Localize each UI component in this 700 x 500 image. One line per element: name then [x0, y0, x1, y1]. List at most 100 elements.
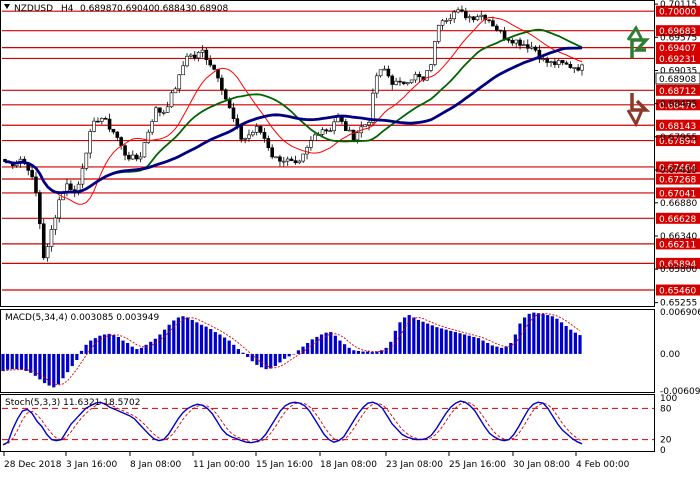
macd-bar [426, 323, 430, 354]
candle-body [475, 16, 480, 21]
macd-bar [126, 342, 130, 354]
macd-bar [352, 350, 356, 354]
candle-body [41, 223, 46, 259]
macd-bar [93, 338, 97, 354]
macd-bar [439, 328, 444, 354]
time-tick-label: 30 Jan 08:00 [513, 460, 570, 470]
level-tag [656, 257, 700, 269]
macd-bar [458, 333, 462, 354]
macd-bar [264, 353, 268, 370]
stoch-signal-line [2, 401, 583, 446]
macd-bar [430, 325, 434, 354]
candle-body [413, 74, 418, 81]
candle-body [30, 170, 34, 178]
level-label: 0.66628 [659, 215, 696, 225]
price-tick-label: 0.67415 [660, 166, 697, 176]
macd-bar [366, 351, 370, 354]
candle-body [38, 192, 42, 225]
macd-bar [389, 341, 393, 354]
candle-body [487, 19, 491, 22]
candle-body [320, 129, 325, 135]
time-tick-label: 18 Jan 08:00 [320, 460, 377, 470]
macd-bar [199, 324, 204, 354]
candle-body [429, 64, 433, 71]
candle-body [49, 229, 54, 247]
candle-body [223, 89, 228, 100]
ohlc-open: 0.68987 [80, 4, 117, 14]
candle-body [301, 153, 305, 162]
candle-body [533, 46, 538, 51]
candle-body [402, 81, 406, 85]
macd-bar [70, 353, 74, 367]
candle-body [289, 158, 294, 161]
macd-bar [56, 353, 60, 385]
candle-body [212, 64, 216, 70]
candle-body [34, 176, 38, 193]
candle-body [328, 130, 333, 132]
candle-body [409, 79, 414, 83]
candle-body [150, 121, 154, 133]
macd-bar [15, 353, 19, 370]
macd-bar [523, 317, 527, 354]
macd-bar [486, 342, 490, 354]
candle-body [433, 41, 437, 65]
candle-body [285, 158, 290, 162]
candle-body [165, 106, 170, 113]
macd-bar [292, 353, 296, 355]
current-price-label: 0.68908 [659, 75, 696, 85]
macd-bar [463, 334, 467, 354]
candle-body [107, 118, 112, 130]
level-tag [656, 25, 700, 37]
macd-bar [546, 315, 550, 354]
candle-body [351, 129, 356, 141]
candle-body [324, 129, 329, 132]
macd-bar [310, 339, 314, 354]
macd-bar [259, 353, 264, 368]
macd-bar [495, 346, 499, 354]
level-tag [656, 135, 700, 147]
time-tick-label: 11 Jan 00:00 [193, 460, 250, 470]
candle-body [293, 160, 298, 164]
macd-bar [181, 316, 185, 354]
macd-bar [38, 353, 42, 380]
macd-bar [421, 321, 425, 354]
macd-bar [329, 332, 333, 354]
macd-tick-label: -0.006093 [660, 387, 700, 397]
price-tick-label: 0.66880 [660, 199, 697, 209]
macd-bar [324, 332, 328, 354]
candle-body [367, 122, 371, 126]
candle-body [158, 107, 162, 113]
macd-histogram [1, 312, 582, 388]
candle-body [134, 154, 139, 160]
macd-bar [130, 346, 134, 354]
macd-bar [176, 317, 181, 354]
chart-header: NZDUSD H4 0.68987 0.69040 0.68843 0.6890… [4, 4, 228, 14]
candle-body [498, 29, 503, 32]
macd-bar [172, 320, 176, 354]
moving-averages [4, 17, 583, 205]
time-tick-label: 23 Jan 08:00 [386, 460, 443, 470]
level-tag [656, 84, 700, 96]
candle-body [347, 129, 352, 132]
price-tick-label: 0.66340 [660, 232, 697, 242]
level-tag [656, 5, 700, 17]
level-tag [656, 284, 700, 296]
candle-body [69, 183, 73, 191]
candle-body [572, 67, 577, 69]
macd-bar [278, 353, 282, 363]
symbol-marker-icon [4, 4, 10, 9]
macd-bar [241, 352, 245, 354]
time-tick-label: 4 Feb 00:00 [576, 460, 630, 470]
macd-bar [282, 353, 287, 359]
candle-body [541, 58, 546, 61]
candle-body [278, 156, 282, 162]
macd-bar [393, 330, 397, 354]
macd-bar [550, 316, 554, 354]
macd-bar [513, 334, 517, 354]
candle-body [235, 118, 240, 126]
candle-body [103, 118, 108, 120]
time-tick-label: 8 Jan 08:00 [130, 460, 182, 470]
macd-bar [490, 345, 494, 354]
macd-bar [6, 353, 10, 370]
macd-bar [573, 332, 577, 354]
